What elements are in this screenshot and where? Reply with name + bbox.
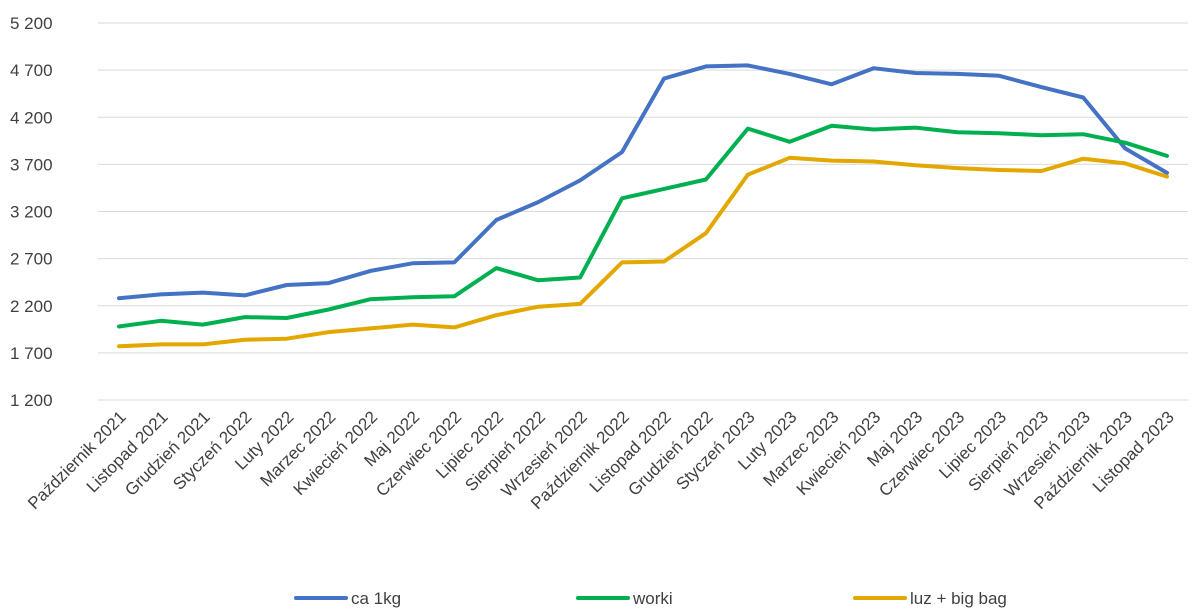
y-tick-label: 2 700	[10, 250, 53, 269]
legend-label: luz + big bag	[910, 589, 1007, 608]
series-line	[117, 155, 1169, 349]
legend-label: worki	[632, 589, 673, 608]
series-line	[117, 123, 1169, 329]
legend: ca 1kg worki luz + big bag	[294, 589, 1007, 608]
y-tick-label: 2 200	[10, 297, 53, 316]
legend-label: ca 1kg	[351, 589, 401, 608]
y-tick-label: 1 700	[10, 344, 53, 363]
series-line	[117, 63, 1169, 301]
y-tick-label: 4 200	[10, 108, 53, 127]
y-tick-label: 3 200	[10, 203, 53, 222]
series-lines	[117, 63, 1169, 349]
y-tick-label: 3 700	[10, 155, 53, 174]
y-axis: 1 200 1 700 2 200 2 700 3 200 3 700 4 200 4 700…	[10, 14, 53, 410]
y-tick-label: 1 200	[10, 391, 53, 410]
y-tick-label: 5 200	[10, 14, 53, 33]
y-tick-label: 4 700	[10, 61, 53, 80]
gridlines	[98, 22, 1188, 401]
